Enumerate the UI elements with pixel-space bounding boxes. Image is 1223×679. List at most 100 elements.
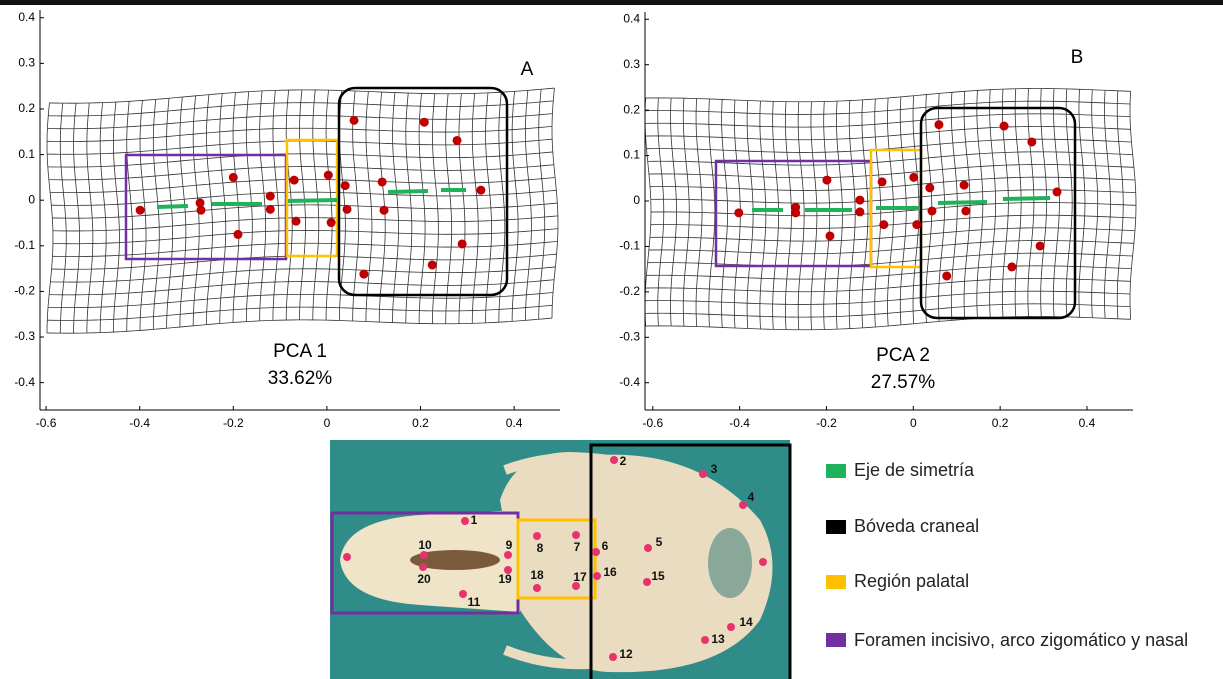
- grid-col: [206, 94, 213, 325]
- legend-item: Bóveda craneal: [826, 516, 1216, 537]
- zygomatic-arch: [503, 452, 621, 475]
- landmark-dot: [343, 553, 351, 561]
- grid-col: [874, 98, 882, 327]
- landmark-point: [1035, 241, 1045, 251]
- grid-col: [682, 98, 690, 327]
- landmark-label: 2: [620, 454, 627, 468]
- landmark-point: [359, 269, 369, 279]
- grid-col: [152, 99, 160, 330]
- x-tick-label: 0.4: [1079, 416, 1096, 430]
- grid-col: [312, 89, 320, 320]
- x-tick-label: -0.6: [36, 416, 57, 430]
- grid-col: [73, 103, 80, 334]
- landmark-point: [291, 216, 301, 226]
- legend-item: Eje de simetría: [826, 460, 1216, 481]
- grid-col: [285, 90, 293, 321]
- grid-col: [657, 97, 665, 326]
- y-tick-label: 0: [28, 192, 35, 206]
- region-boxes: [124, 86, 1077, 320]
- grid-col: [1091, 89, 1099, 318]
- grid-col: [746, 100, 754, 329]
- landmark-point: [228, 172, 238, 182]
- landmark-dot: [592, 548, 600, 556]
- grid-col: [861, 99, 869, 328]
- legend-swatch: [826, 633, 846, 647]
- landmark-dot: [699, 470, 707, 478]
- grid-col: [950, 92, 958, 321]
- grid-col: [1129, 91, 1137, 320]
- landmark-dot: [610, 456, 618, 464]
- landmark-label: 5: [656, 535, 663, 549]
- landmark-label: 7: [574, 540, 581, 554]
- grid-col: [232, 92, 240, 323]
- region-box: [919, 106, 1077, 320]
- landmark-label: 6: [602, 539, 609, 553]
- grid-col: [259, 90, 267, 321]
- landmark-point: [925, 183, 935, 193]
- grid-col: [431, 93, 439, 324]
- legend-swatch: [826, 464, 846, 478]
- chart-subtitle: 27.57%: [871, 372, 936, 393]
- grid-col: [59, 103, 67, 334]
- landmark-dot: [504, 566, 512, 574]
- y-tick-label: -0.4: [619, 375, 640, 389]
- grid-col: [139, 100, 147, 331]
- grid-col: [1078, 89, 1086, 318]
- y-tick-label: -0.3: [14, 329, 35, 343]
- landmark-dot: [609, 653, 617, 661]
- landmark-label: 11: [468, 595, 481, 609]
- y-tick-label: 0.1: [18, 147, 35, 161]
- foramen-magnum: [708, 528, 752, 598]
- landmark-point: [959, 180, 969, 190]
- axis-dash: [937, 200, 988, 205]
- landmark-point: [289, 175, 299, 185]
- landmark-point: [233, 229, 243, 239]
- grid-row: [46, 317, 553, 334]
- legend-swatch: [826, 575, 846, 589]
- grid-col: [644, 98, 652, 327]
- grid-col: [46, 102, 54, 333]
- axis-dash: [387, 189, 429, 194]
- grid-col: [525, 90, 532, 321]
- y-tick-label: -0.2: [14, 284, 35, 298]
- landmark-point: [427, 260, 437, 270]
- landmark-label: 3: [711, 462, 718, 476]
- y-tick-label: -0.4: [14, 375, 35, 389]
- landmark-point: [377, 177, 387, 187]
- landmark-point: [1027, 137, 1037, 147]
- y-tick-label: 0.2: [18, 101, 35, 115]
- grid-col: [1104, 90, 1111, 319]
- landmark-dot: [461, 517, 469, 525]
- grid-col: [848, 100, 856, 329]
- grid-col: [899, 96, 907, 325]
- grid-col: [1014, 88, 1022, 317]
- landmark-point: [340, 181, 350, 191]
- grid-col: [810, 101, 818, 330]
- landmark-point: [912, 220, 922, 230]
- deformation-grid: [644, 88, 1137, 331]
- landmark-point: [791, 208, 801, 218]
- landmark-point: [999, 121, 1009, 131]
- grid-col: [219, 93, 227, 324]
- y-tick-label: -0.2: [619, 284, 640, 298]
- landmark-label: 16: [603, 565, 617, 579]
- chart-title: PCA 2: [876, 345, 930, 366]
- grid-col: [887, 97, 894, 326]
- landmark-dot: [739, 501, 747, 509]
- grid-col: [405, 93, 413, 324]
- y-tick-label: 0.4: [623, 11, 640, 25]
- landmark-dot: [572, 531, 580, 539]
- landmark-point: [934, 120, 944, 130]
- grid-col: [485, 92, 492, 323]
- grid-col: [179, 97, 187, 328]
- grid-col: [352, 90, 360, 321]
- grid-col: [418, 93, 426, 324]
- x-tick-label: -0.6: [642, 416, 663, 430]
- top-bar: [0, 0, 1223, 5]
- region-box: [285, 138, 339, 258]
- skull-cranium: [500, 452, 773, 673]
- grid-col: [1053, 88, 1060, 317]
- grid-col: [759, 100, 767, 330]
- x-tick-label: 0.2: [412, 416, 429, 430]
